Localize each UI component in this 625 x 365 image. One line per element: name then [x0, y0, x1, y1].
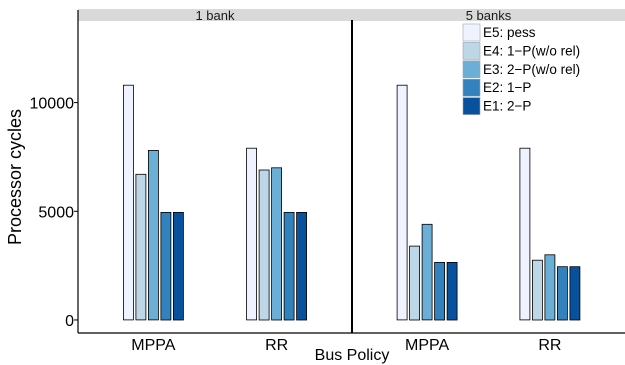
legend-swatch — [462, 42, 481, 60]
legend-swatch — [462, 97, 481, 115]
facet-strip — [352, 9, 625, 21]
bar — [519, 147, 531, 321]
legend-label: E5: pess — [483, 25, 536, 40]
bar — [396, 84, 408, 321]
axes-layer — [77, 10, 625, 334]
legend-swatch — [462, 78, 481, 97]
y-axis-title: Processor cycles — [5, 109, 25, 245]
legend-swatch — [462, 23, 481, 42]
x-tick-label: MPPA — [405, 337, 449, 354]
x-axis-title: Bus Policy — [315, 347, 390, 364]
bar — [258, 169, 270, 321]
bar — [569, 266, 581, 321]
bar — [434, 261, 446, 321]
bar — [160, 211, 172, 321]
facet-strip — [78, 9, 352, 21]
legend-swatch — [462, 60, 481, 79]
x-tick-label: RR — [538, 337, 561, 354]
legend: E5: pess E4: 1−P(w/o rel) E3: 2−P(w/o rel)… — [462, 23, 580, 115]
legend-label: E2: 1−P — [483, 80, 531, 95]
legend-label: E4: 1−P(w/o rel) — [483, 43, 580, 58]
bar — [147, 149, 159, 321]
ticks-layer: MPPA RR MPPA RR 0 5000 10000 — [30, 96, 562, 354]
bars-layer — [123, 84, 581, 321]
bar — [172, 211, 184, 321]
facet-label: 5 banks — [466, 8, 512, 23]
bar — [296, 211, 308, 321]
bar — [271, 167, 283, 321]
x-tick-label: RR — [265, 337, 288, 354]
y-tick-label: 10000 — [30, 96, 75, 113]
bar — [544, 254, 556, 321]
y-tick-label: 0 — [65, 313, 74, 330]
y-tick-label: 5000 — [38, 204, 74, 221]
bar — [283, 211, 295, 321]
bar — [246, 147, 258, 321]
x-tick-label: MPPA — [131, 337, 175, 354]
facet-label: 1 bank — [195, 8, 235, 23]
bar — [123, 84, 134, 321]
legend-label: E1: 2−P — [483, 99, 531, 114]
bar — [446, 261, 458, 321]
legend-label: E3: 2−P(w/o rel) — [483, 62, 580, 77]
bar — [532, 259, 543, 321]
bar — [557, 266, 568, 321]
bar — [135, 173, 147, 321]
bar — [421, 223, 433, 321]
panels-layer: 1 bank 5 banks — [78, 8, 625, 23]
bar — [409, 245, 421, 321]
